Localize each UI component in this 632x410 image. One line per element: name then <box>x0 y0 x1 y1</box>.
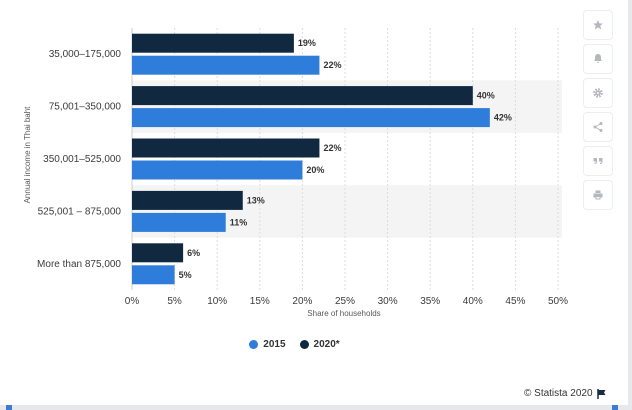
chart-toolbar <box>583 10 615 214</box>
bell-icon <box>592 53 604 65</box>
data-label: 22% <box>323 60 341 70</box>
notification-button[interactable] <box>583 44 613 74</box>
print-button[interactable] <box>583 180 613 210</box>
bar-2015[interactable] <box>132 160 303 180</box>
chart-legend: 2015 2020* <box>0 339 589 350</box>
x-tick-label: 50% <box>548 296 568 307</box>
data-label: 6% <box>187 248 200 258</box>
data-label: 20% <box>306 165 324 175</box>
bar-chart: 19% 22% 40% 42% 22% 20% 13% 11% 6% 5% 35,000–175,… <box>23 28 568 318</box>
category-label: 75,001–350,000 <box>49 102 122 113</box>
data-label: 42% <box>494 113 512 123</box>
print-icon <box>592 189 604 201</box>
scroll-marker-left <box>6 405 12 410</box>
x-axis-title: Share of households <box>307 309 380 318</box>
bar-2020[interactable] <box>132 243 184 263</box>
legend-marker-2015 <box>249 340 259 349</box>
flag-icon <box>596 388 606 399</box>
bar-2015[interactable] <box>132 55 320 75</box>
share-icon <box>592 121 604 133</box>
legend-item-2015[interactable]: 2015 <box>249 339 286 350</box>
bar-2015[interactable] <box>132 265 175 285</box>
x-tick-label: 30% <box>378 296 398 307</box>
source-credit[interactable]: © Statista 2020 <box>524 388 606 399</box>
category-label: 350,001–525,000 <box>43 154 121 165</box>
legend-label-2015: 2015 <box>263 339 286 350</box>
bar-2015[interactable] <box>132 108 490 128</box>
x-tick-label: 25% <box>335 296 355 307</box>
settings-button[interactable] <box>583 78 613 108</box>
y-axis-title: Annual income in Thai baht <box>23 106 32 204</box>
data-label: 5% <box>179 270 192 280</box>
x-tick-label: 5% <box>167 296 182 307</box>
scroll-marker-right <box>612 405 618 410</box>
legend-marker-2020 <box>299 340 309 349</box>
credit-text: © Statista 2020 <box>524 388 593 399</box>
star-icon <box>592 19 604 31</box>
x-tick-label: 15% <box>250 296 270 307</box>
x-tick-label: 0% <box>125 296 140 307</box>
x-tick-label: 40% <box>463 296 483 307</box>
category-label: More than 875,000 <box>37 259 121 270</box>
gear-icon <box>592 87 604 99</box>
category-label: 35,000–175,000 <box>49 49 122 60</box>
bottom-scroll-strip <box>0 405 628 410</box>
bar-2020[interactable] <box>132 138 320 158</box>
x-tick-label: 10% <box>207 296 227 307</box>
data-label: 40% <box>477 91 495 101</box>
bar-2020[interactable] <box>132 86 473 106</box>
bar-2020[interactable] <box>132 33 294 53</box>
data-label: 11% <box>230 217 248 227</box>
x-tick-label: 20% <box>292 296 312 307</box>
share-button[interactable] <box>583 112 613 142</box>
legend-label-2020: 2020* <box>313 339 340 350</box>
data-label: 13% <box>247 195 265 205</box>
bar-2020[interactable] <box>132 190 243 210</box>
cite-button[interactable] <box>583 146 613 176</box>
legend-item-2020[interactable]: 2020* <box>299 339 340 350</box>
x-tick-label: 45% <box>505 296 525 307</box>
bar-2015[interactable] <box>132 212 226 232</box>
favorite-button[interactable] <box>583 10 613 40</box>
x-tick-label: 35% <box>420 296 440 307</box>
category-label: 525,001 – 875,000 <box>38 206 122 217</box>
quote-icon <box>592 155 604 167</box>
data-label: 22% <box>323 143 341 153</box>
window-edge <box>628 0 632 410</box>
data-label: 19% <box>298 38 316 48</box>
